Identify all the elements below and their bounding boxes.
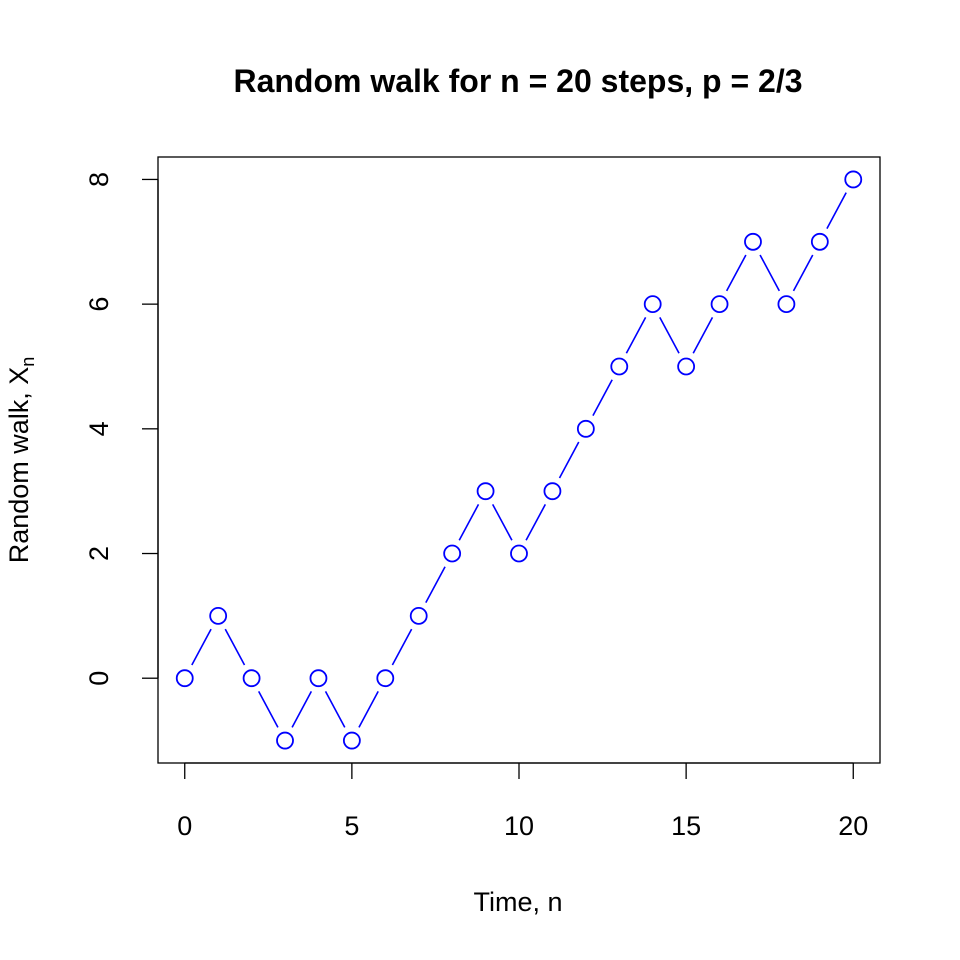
x-tick-label: 5 bbox=[344, 811, 359, 841]
series-segment bbox=[224, 628, 246, 666]
data-point bbox=[610, 357, 629, 376]
y-tick-label: 8 bbox=[84, 172, 114, 187]
data-point bbox=[175, 669, 194, 688]
series-segment bbox=[692, 316, 714, 354]
data-point bbox=[209, 606, 228, 625]
series-segment bbox=[491, 504, 513, 541]
data-point bbox=[276, 731, 294, 750]
data-point bbox=[543, 482, 562, 501]
x-axis: 0 5 10 15 20 bbox=[177, 762, 868, 841]
data-point bbox=[810, 232, 829, 251]
series-segment bbox=[324, 691, 346, 728]
series-segment bbox=[525, 504, 547, 541]
data-point bbox=[677, 357, 696, 376]
data-point bbox=[443, 544, 462, 563]
data-point bbox=[409, 606, 428, 625]
series-segment bbox=[425, 566, 446, 604]
series-segment bbox=[391, 628, 413, 666]
data-point bbox=[710, 295, 729, 314]
data-point bbox=[510, 544, 528, 563]
x-tick-label: 0 bbox=[177, 811, 192, 841]
series-segment bbox=[725, 254, 747, 292]
series-segment bbox=[291, 691, 313, 728]
series-segment bbox=[558, 441, 580, 479]
data-point bbox=[376, 669, 395, 688]
y-tick-label: 0 bbox=[84, 671, 114, 686]
data-point bbox=[643, 295, 662, 314]
y-tick-label: 2 bbox=[84, 546, 114, 561]
series-segment bbox=[358, 691, 379, 728]
plot-frame bbox=[157, 156, 881, 764]
y-tick-label: 4 bbox=[84, 421, 114, 436]
x-tick-label: 10 bbox=[504, 811, 534, 841]
data-point bbox=[342, 731, 361, 750]
y-axis-label-subscript: n bbox=[18, 357, 38, 367]
series-segment bbox=[792, 254, 814, 292]
data-point bbox=[242, 669, 261, 688]
series-segment bbox=[592, 379, 613, 416]
series-segment bbox=[759, 254, 781, 292]
series-segment bbox=[625, 316, 647, 354]
chart-title: Random walk for n = 20 steps, p = 2/3 bbox=[233, 63, 802, 99]
data-point bbox=[476, 482, 495, 501]
y-axis: 0 2 4 6 8 bbox=[84, 172, 159, 686]
x-tick-label: 15 bbox=[671, 811, 701, 841]
y-tick-label: 6 bbox=[84, 297, 114, 312]
data-point bbox=[777, 295, 796, 314]
data-point bbox=[744, 232, 762, 251]
x-tick-label: 20 bbox=[838, 811, 868, 841]
series-segment bbox=[191, 628, 212, 666]
x-axis-label: Time, n bbox=[473, 887, 562, 917]
data-point bbox=[844, 170, 863, 189]
series-segment bbox=[659, 316, 680, 354]
data-point bbox=[309, 669, 328, 688]
series-segment bbox=[458, 504, 480, 541]
series-random-walk bbox=[175, 170, 863, 750]
y-axis-label-main: Random walk, X bbox=[4, 367, 34, 564]
series-segment bbox=[257, 691, 279, 728]
data-point bbox=[576, 419, 595, 438]
series-segment bbox=[826, 192, 847, 229]
y-axis-label: Random walk, Xn bbox=[4, 357, 38, 564]
